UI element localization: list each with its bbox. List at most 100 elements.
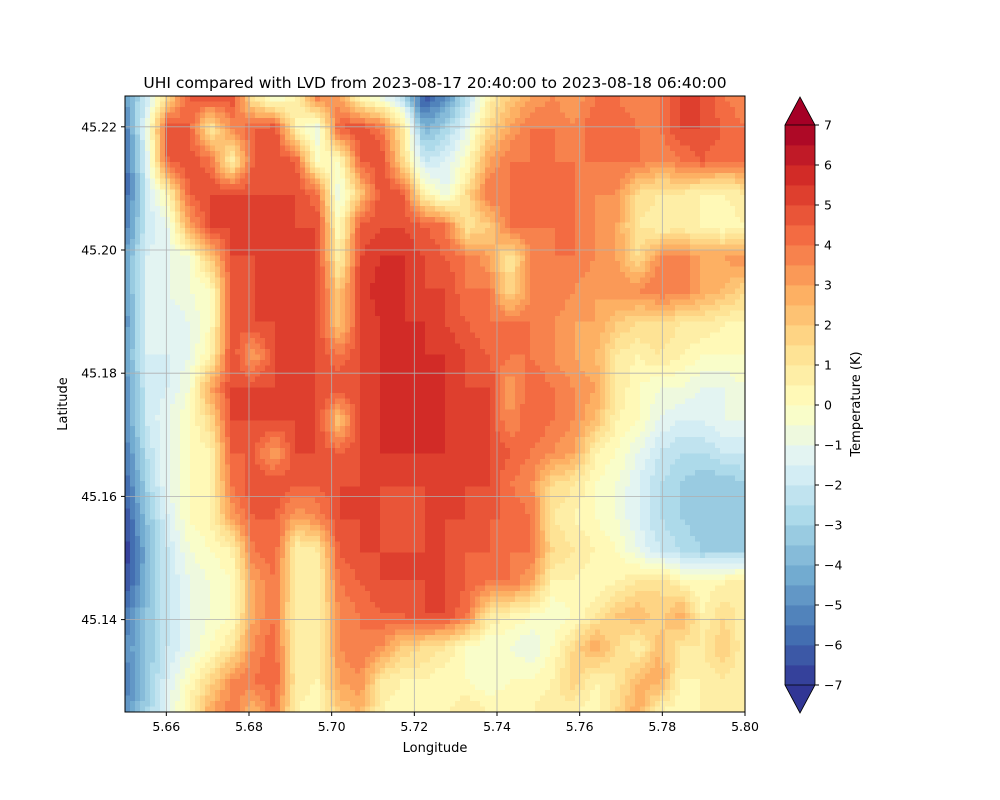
heatmap-cell <box>475 173 481 180</box>
heatmap-cell <box>290 305 296 312</box>
heatmap-cell <box>240 145 246 152</box>
heatmap-cell <box>400 96 406 103</box>
heatmap-cell <box>190 195 196 202</box>
heatmap-cell <box>400 156 406 163</box>
heatmap-cell <box>690 222 696 229</box>
heatmap-cell <box>630 244 636 251</box>
heatmap-cell <box>365 310 371 317</box>
heatmap-cell <box>220 277 226 284</box>
heatmap-cell <box>410 151 416 158</box>
heatmap-cell <box>630 233 636 240</box>
heatmap-cell <box>670 173 676 180</box>
heatmap-cell <box>470 283 476 290</box>
heatmap-cell <box>665 277 671 284</box>
heatmap-cell <box>610 239 616 246</box>
heatmap-cell <box>530 151 536 158</box>
heatmap-cell <box>195 310 201 317</box>
heatmap-cell <box>480 156 486 163</box>
heatmap-cell <box>240 239 246 246</box>
heatmap-cell <box>185 222 191 229</box>
heatmap-cell <box>725 217 731 224</box>
heatmap-cell <box>550 200 556 207</box>
heatmap-cell <box>415 145 421 152</box>
heatmap-cell <box>440 200 446 207</box>
heatmap-cell <box>425 96 431 103</box>
heatmap-cell <box>665 272 671 279</box>
heatmap-cell <box>630 206 636 213</box>
heatmap-cell <box>540 233 546 240</box>
heatmap-cell <box>740 129 745 136</box>
heatmap-cell <box>350 118 356 125</box>
heatmap-cell <box>445 272 451 279</box>
heatmap-cell <box>545 96 551 103</box>
heatmap-cell <box>370 255 376 262</box>
heatmap-cell <box>675 244 681 251</box>
heatmap-cell <box>605 107 611 114</box>
heatmap-cell <box>340 134 346 141</box>
heatmap-cell <box>685 233 691 240</box>
heatmap-cell <box>640 288 646 295</box>
heatmap-cell <box>725 239 731 246</box>
heatmap-cell <box>450 112 456 119</box>
heatmap-cell <box>630 228 636 235</box>
heatmap-cell <box>210 261 216 268</box>
heatmap-cell <box>405 134 411 141</box>
heatmap-cell <box>280 305 286 312</box>
heatmap-cell <box>410 305 416 312</box>
heatmap-cell <box>205 244 211 251</box>
heatmap-cell <box>555 140 561 147</box>
heatmap-cell <box>535 167 541 174</box>
heatmap-cell <box>705 184 711 191</box>
heatmap-cell <box>675 101 681 108</box>
heatmap-cell <box>230 134 236 141</box>
heatmap-cell <box>325 244 331 251</box>
heatmap-cell <box>160 222 166 229</box>
heatmap-cell <box>160 178 166 185</box>
heatmap-cell <box>425 134 431 141</box>
heatmap-cell <box>610 277 616 284</box>
heatmap-cell <box>240 140 246 147</box>
heatmap-cell <box>710 118 716 125</box>
heatmap-cell <box>355 200 361 207</box>
heatmap-cell <box>270 167 276 174</box>
heatmap-cell <box>385 112 391 119</box>
heatmap-cell <box>175 195 181 202</box>
heatmap-cell <box>460 101 466 108</box>
heatmap-cell <box>375 156 381 163</box>
heatmap-cell <box>245 107 251 114</box>
heatmap-cell <box>570 118 576 125</box>
heatmap-cell <box>380 189 386 196</box>
heatmap-cell <box>325 189 331 196</box>
heatmap-cell <box>705 129 711 136</box>
heatmap-cell <box>145 222 151 229</box>
heatmap-cell <box>485 162 491 169</box>
heatmap-cell <box>735 206 741 213</box>
heatmap-cell <box>490 206 496 213</box>
heatmap-cell <box>360 107 366 114</box>
heatmap-cell <box>455 250 461 257</box>
heatmap-cell <box>445 233 451 240</box>
heatmap-cell <box>455 118 461 125</box>
heatmap-cell <box>330 107 336 114</box>
heatmap-cell <box>610 96 616 103</box>
heatmap-cell <box>725 151 731 158</box>
heatmap-cell <box>265 145 271 152</box>
heatmap-cell <box>230 96 236 103</box>
heatmap-cell <box>325 222 331 229</box>
heatmap-cell <box>565 134 571 141</box>
heatmap-cell <box>610 250 616 257</box>
heatmap-cell <box>660 261 666 268</box>
heatmap-cell <box>315 184 321 191</box>
heatmap-cell <box>315 250 321 257</box>
heatmap-cell <box>655 195 661 202</box>
heatmap-cell <box>240 195 246 202</box>
heatmap-cell <box>405 107 411 114</box>
heatmap-cell <box>635 156 641 163</box>
heatmap-cell <box>230 206 236 213</box>
heatmap-cell <box>580 250 586 257</box>
heatmap-cell <box>250 129 256 136</box>
heatmap-cell <box>445 173 451 180</box>
heatmap-cell <box>530 233 536 240</box>
heatmap-cell <box>135 151 141 158</box>
heatmap-cell <box>380 305 386 312</box>
